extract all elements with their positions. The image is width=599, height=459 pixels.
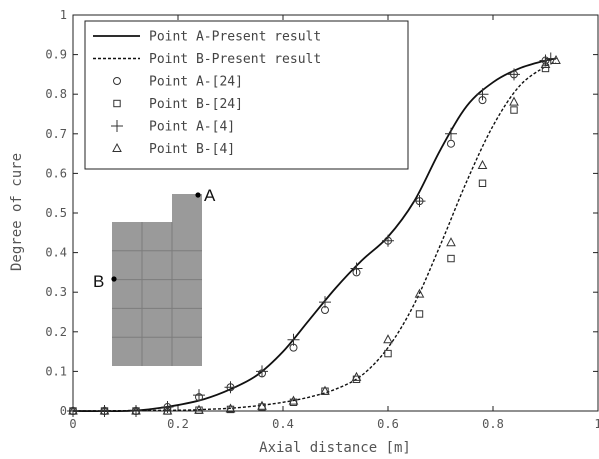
series-point [447, 254, 455, 263]
x-tick-label: 0 [69, 417, 76, 431]
point-a-marker [195, 192, 201, 198]
series-point [445, 127, 457, 140]
series-point [477, 159, 488, 169]
x-axis-label: Axial distance [m] [259, 440, 411, 456]
series-point [193, 389, 205, 402]
y-tick-label: 0.1 [45, 364, 67, 378]
legend-entry: Point B-Present result [93, 52, 321, 67]
series-point [508, 68, 520, 81]
legend-entry: Point A-Present result [93, 30, 321, 45]
y-tick-label: 0.7 [45, 127, 67, 141]
series-point [384, 349, 392, 358]
y-tick-label: 0.4 [45, 246, 67, 260]
series-point [194, 404, 204, 414]
legend-label: Point B-[24] [149, 97, 243, 112]
series-point [351, 371, 362, 381]
series-point [446, 237, 456, 247]
y-tick-label: 0.2 [45, 325, 67, 339]
legend-entry: Point B-[4] [112, 142, 235, 157]
series-point [226, 405, 235, 414]
y-tick-label: 0.5 [45, 206, 67, 220]
legend-label: Point A-Present result [149, 30, 321, 45]
legend-entry: Point B-[24] [113, 97, 243, 112]
point-a-label: A [204, 186, 216, 205]
legend-entry: Point A-[4] [111, 120, 235, 135]
series-layer [67, 52, 561, 417]
x-tick-label: 0.2 [167, 417, 189, 431]
series-4 [67, 52, 557, 417]
series-line [72, 57, 557, 413]
x-tick-label: 0.4 [272, 417, 294, 431]
series-line [72, 61, 557, 412]
x-tick-label: 0.8 [482, 417, 504, 431]
series-point [131, 405, 141, 415]
y-axis-label: Degree of cure [9, 153, 25, 271]
x-tick-label: 1 [594, 417, 599, 431]
series-point [447, 139, 455, 148]
series-point [540, 58, 551, 68]
series-point [509, 96, 519, 106]
legend-label: Point B-[4] [149, 142, 235, 157]
series-point [287, 333, 300, 346]
axes-labels: Axial distance [m] Degree of cure [9, 153, 411, 456]
series-point [415, 310, 424, 318]
series-point [478, 179, 487, 188]
legend: Point A-Present result Point B-Present re… [84, 20, 409, 170]
y-tick-label: 0.6 [45, 166, 67, 180]
y-tick-label: 0.9 [45, 48, 67, 62]
legend-box [84, 20, 409, 170]
legend-swatch [113, 99, 121, 108]
series-point [476, 88, 489, 101]
legend-swatch [112, 142, 122, 152]
series-0 [72, 57, 557, 413]
series-point [224, 381, 237, 394]
series-5 [68, 54, 561, 415]
y-tick-label: 0.3 [45, 285, 67, 299]
legend-swatch [113, 77, 121, 85]
series-1 [72, 61, 557, 412]
point-b-marker [111, 276, 117, 282]
series-point [99, 405, 110, 415]
series-point [162, 405, 173, 415]
series-point [350, 262, 363, 275]
legend-label: Point A-[4] [149, 120, 235, 135]
series-point [288, 395, 299, 405]
y-tick-label: 0.8 [45, 87, 67, 101]
x-tick-label: 0.6 [377, 417, 399, 431]
legend-label: Point A-[24] [149, 75, 243, 90]
series-point [256, 365, 268, 378]
series-point [257, 400, 267, 410]
legend-label: Point B-Present result [149, 52, 321, 67]
series-point [319, 296, 331, 309]
series-point [414, 288, 425, 298]
series-point [551, 54, 561, 65]
series-point [383, 334, 393, 344]
y-tick-label: 1 [60, 8, 67, 22]
series-point [413, 195, 426, 208]
legend-entry: Point A-[24] [113, 75, 243, 90]
legend-swatch [111, 120, 123, 132]
series-point [320, 385, 330, 395]
series-point [68, 405, 78, 415]
series-point [225, 403, 236, 413]
series-point [510, 106, 518, 114]
mesh-top-block [172, 194, 202, 222]
inset-mesh-diagram: AB [93, 186, 216, 366]
series-point [382, 234, 394, 247]
point-b-label: B [93, 272, 104, 291]
y-tick-label: 0 [60, 404, 67, 418]
mesh-body [112, 222, 202, 366]
